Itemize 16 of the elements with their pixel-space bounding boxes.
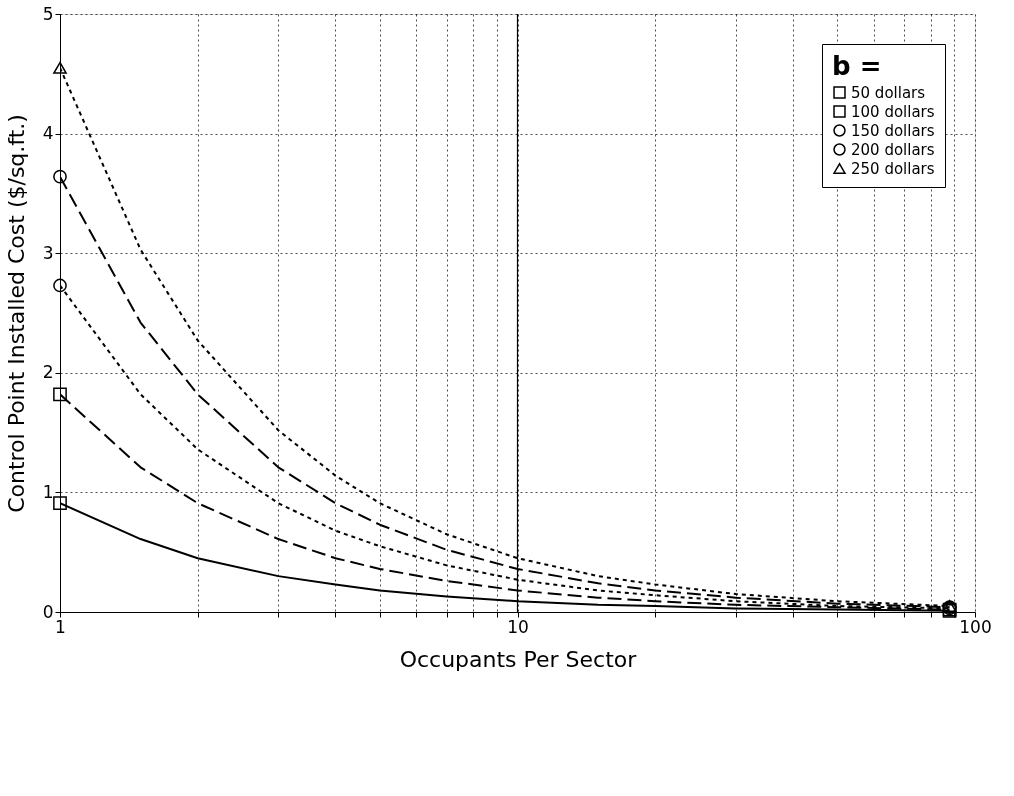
- legend-label: 200 dollars: [851, 140, 935, 159]
- x-tick-label: 100: [959, 616, 992, 637]
- legend-title: b =: [832, 51, 882, 81]
- y-tick-label: 0: [42, 601, 54, 622]
- legend-label: 100 dollars: [851, 102, 935, 121]
- legend-label: 250 dollars: [851, 159, 935, 178]
- x-tick-label: 10: [507, 616, 529, 637]
- y-tick-label: 5: [42, 3, 54, 24]
- legend-label: 50 dollars: [851, 83, 926, 102]
- y-tick-label: 1: [42, 481, 54, 502]
- y-tick-label: 2: [42, 362, 54, 383]
- x-axis-title: Occupants Per Sector: [399, 646, 638, 672]
- y-tick-label: 4: [42, 123, 54, 144]
- legend-label: 150 dollars: [851, 121, 935, 140]
- y-tick-label: 3: [42, 242, 54, 263]
- y-axis-title: Control Point Installed Cost ($/sq.ft.): [3, 114, 29, 513]
